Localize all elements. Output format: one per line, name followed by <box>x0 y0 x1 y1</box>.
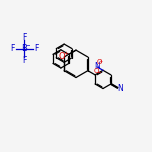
Text: O: O <box>94 68 99 74</box>
Text: N: N <box>94 62 100 71</box>
Text: F: F <box>22 33 26 42</box>
Text: +: + <box>98 59 102 64</box>
Text: F: F <box>34 44 38 53</box>
Text: O: O <box>59 52 65 61</box>
Text: −: − <box>97 70 101 75</box>
Text: F: F <box>22 55 26 65</box>
Text: N: N <box>117 84 123 93</box>
Text: B: B <box>21 44 27 53</box>
Text: F: F <box>10 44 15 53</box>
Text: O: O <box>96 59 102 65</box>
Text: +: + <box>63 51 69 56</box>
Text: −: − <box>26 42 30 47</box>
